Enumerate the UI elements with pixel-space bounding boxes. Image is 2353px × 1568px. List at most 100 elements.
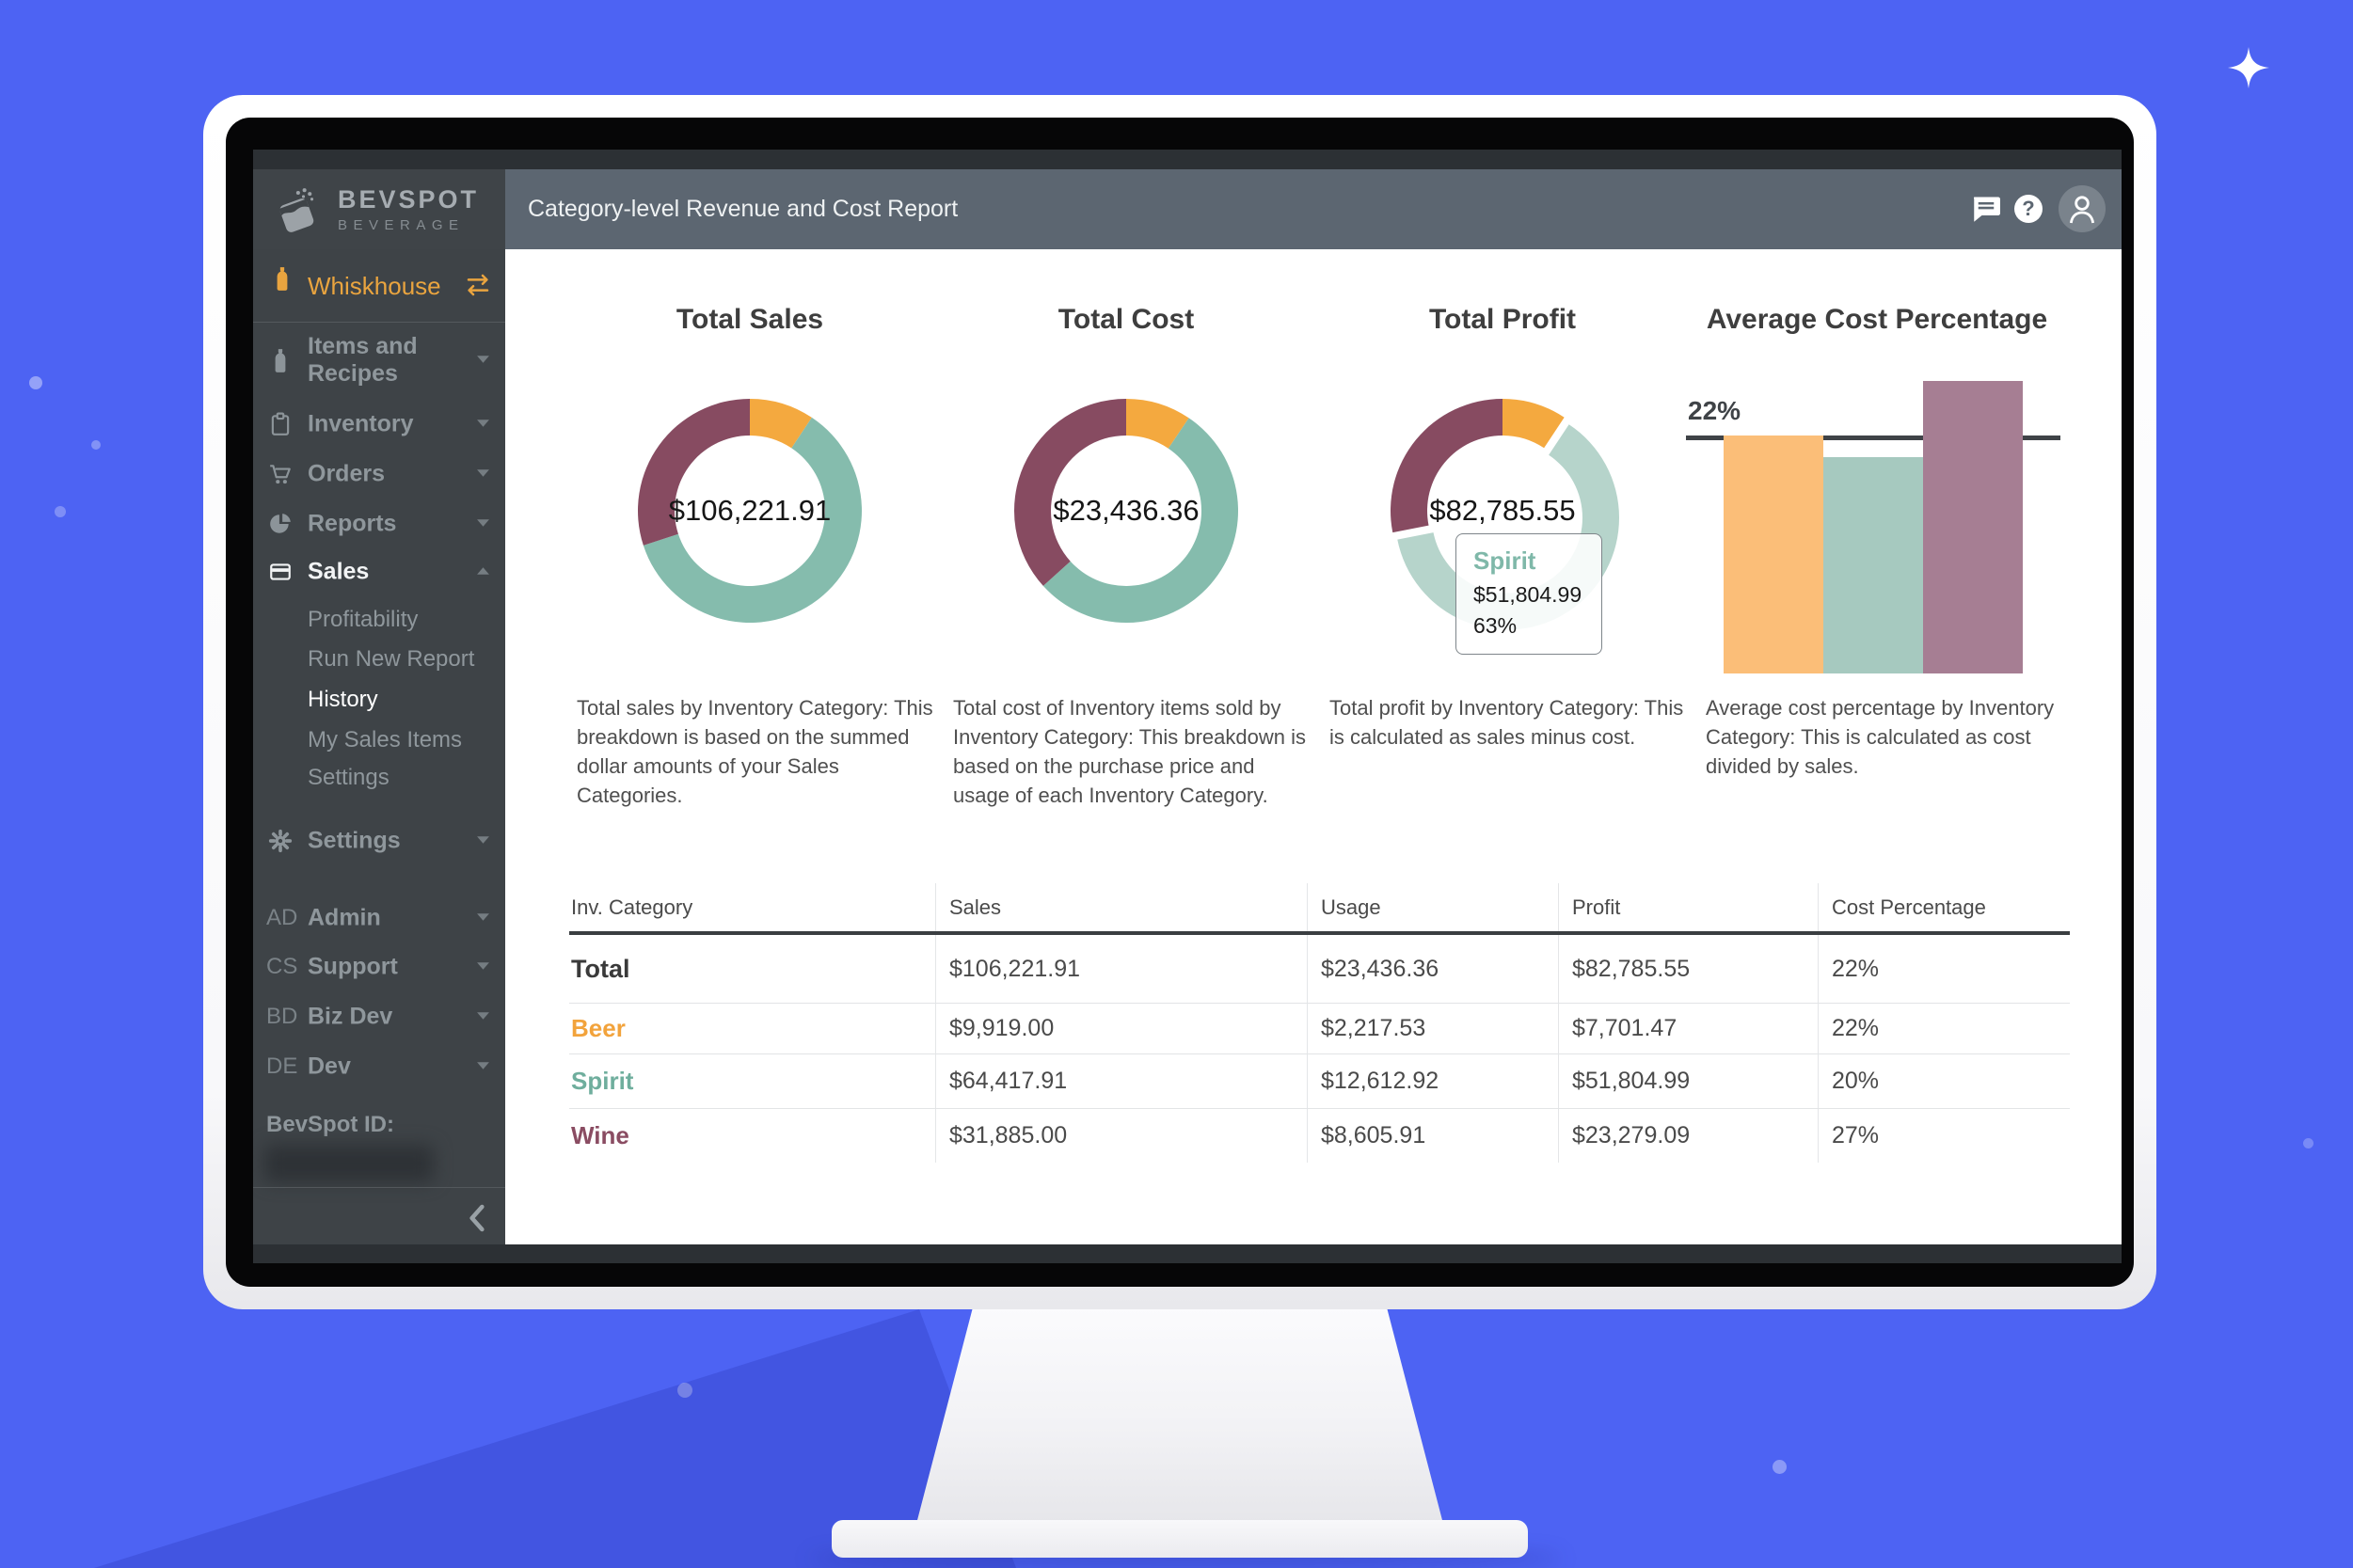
col-header-inv-category: Inv. Category (571, 895, 693, 919)
donut-segment-wine[interactable] (637, 399, 750, 546)
donut-segment-wine[interactable] (1013, 399, 1126, 586)
sidebar-item-support[interactable]: CS Support (253, 943, 505, 990)
chevron-down-icon (476, 1058, 490, 1075)
report-content: Total Sales Total Cost Total Profit Aver… (505, 249, 2122, 1244)
bottle-icon (268, 348, 293, 372)
table-cell-usage: $8,605.91 (1307, 1109, 1558, 1163)
sidebar-collapse-icon[interactable] (466, 1203, 488, 1233)
table-row-wine: Wine $31,885.00 $8,605.91 $23,279.09 27% (569, 1109, 2070, 1163)
sidebar-subitem-my-sales-items[interactable]: My Sales Items (308, 727, 463, 752)
chart-tooltip: Spirit $51,804.99 63% (1455, 533, 1602, 655)
sidebar-item-label: Settings (308, 827, 401, 854)
chevron-up-icon (476, 563, 490, 580)
sidebar-item-label: Dev (308, 1053, 351, 1080)
sidebar-item-biz-dev[interactable]: BD Biz Dev (253, 993, 505, 1040)
table-cell-usage: $12,612.92 (1307, 1054, 1558, 1108)
table-cell-profit: $7,701.47 (1558, 1004, 1818, 1053)
sidebar-item-label: Reports (308, 510, 397, 537)
card-title-total-cost: Total Cost (1057, 304, 1195, 335)
table-cell-inv-category: Total (571, 954, 630, 983)
table-cell-sales: $106,221.91 (935, 935, 1307, 1003)
page-title: Category-level Revenue and Cost Report (528, 196, 959, 222)
table-cell-cost-percentage: 22% (1818, 1004, 2070, 1053)
sidebar-item-abbr: DE (266, 1053, 298, 1079)
tooltip-percent: 63% (1473, 613, 1518, 638)
description-total-sales: Total sales by Inventory Category: This … (577, 696, 933, 807)
sidebar-item-inventory[interactable]: Inventory (253, 401, 505, 448)
top-bar: Category-level Revenue and Cost Report ? (505, 169, 2122, 249)
table-cell-sales: $31,885.00 (935, 1109, 1307, 1163)
bevspot-id-value-redacted (264, 1145, 434, 1182)
clipboard-icon (268, 412, 293, 436)
sidebar-item-items-recipes[interactable]: Items and Recipes (253, 325, 505, 396)
donut-segment-wine[interactable] (1391, 399, 1502, 533)
table-cell-cost-percentage: 20% (1818, 1054, 2070, 1108)
donut-segment-spirit[interactable] (1042, 418, 1239, 624)
sidebar-subitem-settings[interactable]: Settings (308, 765, 390, 790)
help-icon[interactable]: ? (2014, 195, 2043, 223)
description-total-profit: Total profit by Inventory Category: This… (1329, 696, 1684, 749)
tooltip-value: $51,804.99 (1473, 582, 1582, 607)
decor-dot (55, 506, 66, 517)
decor-dot (677, 1383, 692, 1398)
table-row-beer: Beer $9,919.00 $2,217.53 $7,701.47 22% (569, 1004, 2070, 1054)
decor-dot (29, 376, 42, 389)
donut-chart-total-sales[interactable]: $106,221.91 (628, 388, 872, 633)
category-table: Inv. Category Sales Usage Profit Cost Pe… (569, 883, 2070, 1163)
person-icon (2069, 196, 2095, 224)
sidebar-item-admin[interactable]: AD Admin (253, 895, 505, 942)
donut-svg (637, 399, 862, 623)
table-cell-inv-category: Beer (571, 1014, 626, 1042)
table-cell-cost-percentage: 22% (1818, 935, 2070, 1003)
monitor-stand-base (832, 1520, 1528, 1558)
table-cell-usage: $23,436.36 (1307, 935, 1558, 1003)
sidebar-item-whiskhouse[interactable]: Whiskhouse (253, 249, 505, 323)
chat-icon[interactable] (1968, 193, 2004, 227)
user-avatar[interactable] (2059, 185, 2106, 232)
sidebar-item-dev[interactable]: DE Dev (253, 1043, 505, 1090)
table-cell-sales: $64,417.91 (935, 1054, 1307, 1108)
sidebar: Whiskhouse Items and Recipes Inventory Ord… (253, 249, 505, 1244)
pie-icon (268, 512, 293, 536)
description-avg-cost-pct: Average cost percentage by Inventory Cat… (1706, 696, 2055, 778)
bar-spirit[interactable] (1823, 456, 1923, 673)
chevron-down-icon (476, 910, 490, 927)
brand-name: BEVSPOT (338, 184, 480, 214)
table-row-spirit: Spirit $64,417.91 $12,612.92 $51,804.99 20% (569, 1054, 2070, 1109)
sidebar-subitem-profitability[interactable]: Profitability (308, 607, 419, 632)
sidebar-item-abbr: BD (266, 1004, 298, 1029)
decor-dot (2303, 1138, 2313, 1148)
sidebar-subitem-run-new-report[interactable]: Run New Report (308, 646, 475, 672)
table-row-total: Total $106,221.91 $23,436.36 $82,785.55 22% (569, 935, 2070, 1004)
sidebar-item-orders[interactable]: Orders (253, 451, 505, 498)
workspace-label: Whiskhouse (308, 272, 441, 300)
donut-segment-beer[interactable] (1126, 399, 1189, 449)
swap-arrows-icon[interactable] (464, 272, 492, 298)
sidebar-subitem-history[interactable]: History (308, 687, 378, 712)
sidebar-item-settings[interactable]: Settings (253, 817, 505, 864)
bar-chart-avg-cost-percentage[interactable]: 22% (1686, 381, 2060, 673)
donut-segment-spirit[interactable] (643, 417, 862, 623)
bar-beer[interactable] (1724, 435, 1823, 673)
bar-wine[interactable] (1923, 381, 2023, 673)
chevron-down-icon (476, 1008, 490, 1025)
chevron-down-icon (476, 832, 490, 849)
cart-icon (268, 462, 293, 486)
table-cell-inv-category: Wine (571, 1121, 629, 1149)
table-cell-inv-category: Spirit (571, 1067, 634, 1095)
donut-segment-beer[interactable] (750, 399, 812, 449)
sparkle-icon (2228, 47, 2269, 88)
screen-bottom-strip (253, 1244, 2122, 1263)
sidebar-item-sales[interactable]: Sales (253, 548, 505, 595)
donut-segment-beer[interactable] (1502, 399, 1565, 449)
decor-dot (1773, 1460, 1787, 1474)
table-cell-sales: $9,919.00 (935, 1004, 1307, 1053)
chevron-down-icon (476, 352, 490, 369)
bevspot-id-label: BevSpot ID: (266, 1112, 395, 1137)
sidebar-item-reports[interactable]: Reports (253, 500, 505, 547)
table-cell-cost-percentage: 27% (1818, 1109, 2070, 1163)
donut-chart-total-cost[interactable]: $23,436.36 (1004, 388, 1248, 633)
decor-dot (91, 440, 101, 450)
sidebar-item-label: Admin (308, 904, 381, 931)
